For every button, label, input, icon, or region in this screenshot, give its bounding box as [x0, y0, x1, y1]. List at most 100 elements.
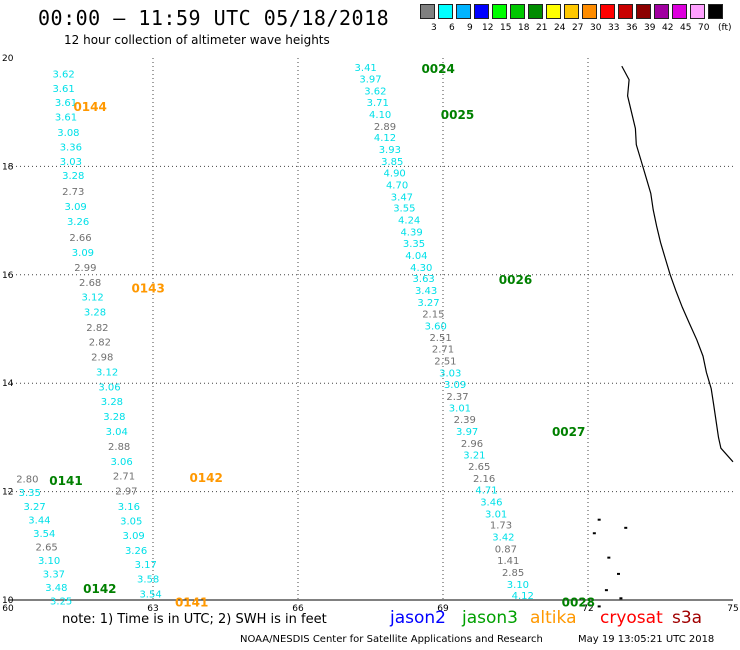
- scale-label: 24: [554, 23, 566, 33]
- wave-height-value: 3.10: [507, 580, 529, 591]
- pass-label: 0141: [175, 596, 208, 610]
- scale-label: 33: [608, 23, 620, 33]
- wave-height-value: 2.85: [502, 568, 524, 579]
- wave-height-value: 4.30: [410, 263, 432, 274]
- wave-height-value: 4.39: [400, 228, 422, 239]
- pass-label: 0144: [73, 100, 106, 114]
- scale-unit: (ft): [718, 23, 732, 33]
- wave-height-value: 3.41: [355, 63, 377, 74]
- scale-label: 30: [590, 23, 602, 33]
- lat-tick-label: 16: [2, 271, 14, 281]
- lat-tick-label: 18: [2, 162, 14, 172]
- wave-height-value: 3.36: [60, 142, 82, 153]
- wave-height-value: 2.97: [115, 487, 137, 498]
- scale-swatch: [654, 4, 669, 19]
- wave-height-value: 4.10: [369, 110, 391, 121]
- pass-label: 0028: [562, 596, 595, 610]
- credit-line: NOAA/NESDIS Center for Satellite Applica…: [240, 634, 543, 645]
- wave-height-value: 3.62: [364, 87, 386, 98]
- wave-height-value: 3.37: [43, 570, 65, 581]
- scale-label: 21: [536, 23, 548, 33]
- wave-height-value: 1.41: [497, 556, 519, 567]
- satellite-s3a: s3a: [672, 608, 703, 628]
- scale-label: 27: [572, 23, 584, 33]
- wave-height-value: 4.12: [512, 591, 534, 602]
- wave-height-value: 3.27: [23, 502, 45, 513]
- scale-label: 9: [467, 23, 473, 33]
- wave-height-value: 0.87: [495, 545, 517, 556]
- lon-tick-label: 75: [727, 604, 738, 614]
- wave-height-value: 2.65: [36, 542, 58, 553]
- coastline: [621, 65, 734, 463]
- lon-tick-label: 63: [147, 604, 158, 614]
- wave-height-value: 3.03: [439, 368, 461, 379]
- scale-label: 6: [449, 23, 455, 33]
- pass-label: 0024: [421, 62, 454, 76]
- scale-label: 36: [626, 23, 638, 33]
- wave-height-value: 3.25: [50, 597, 72, 608]
- wave-height-value: 3.06: [98, 383, 120, 394]
- island: [597, 605, 601, 608]
- pass-label: 0025: [441, 108, 474, 122]
- wave-height-value: 3.58: [137, 574, 159, 585]
- scale-label: 18: [518, 23, 530, 33]
- island: [607, 556, 611, 559]
- wave-height-value: 2.96: [461, 439, 483, 450]
- wave-height-value: 3.60: [425, 321, 447, 332]
- scale-swatch: [492, 4, 507, 19]
- wave-height-value: 2.71: [432, 345, 454, 356]
- wave-height-value: 3.01: [485, 509, 507, 520]
- satellite-altika: altika: [530, 608, 577, 628]
- wave-height-value: 3.04: [106, 427, 128, 438]
- scale-swatch: [528, 4, 543, 19]
- lat-tick-label: 20: [2, 54, 14, 64]
- wave-height-value: 2.37: [446, 392, 468, 403]
- wave-height-value: 3.28: [101, 397, 123, 408]
- wave-height-value: 3.61: [52, 84, 74, 95]
- lon-tick-label: 66: [292, 604, 304, 614]
- wave-height-value: 3.27: [417, 298, 439, 309]
- wave-height-value: 3.06: [110, 457, 132, 468]
- wave-height-value: 3.61: [55, 98, 77, 109]
- scale-swatch: [510, 4, 525, 19]
- wave-height-value: 3.63: [413, 274, 435, 285]
- wave-height-value: 3.54: [139, 590, 161, 601]
- footer-note: note: 1) Time is in UTC; 2) SWH is in fe…: [62, 612, 327, 627]
- scale-swatch: [690, 4, 705, 19]
- map-subtitle: 12 hour collection of altimeter wave hei…: [64, 33, 330, 47]
- scale-label: 12: [482, 23, 494, 33]
- wave-height-value: 3.42: [492, 533, 514, 544]
- scale-swatch: [636, 4, 651, 19]
- wave-height-value: 2.89: [374, 122, 396, 133]
- wave-height-value: 3.62: [52, 69, 74, 80]
- wave-height-value: 2.68: [79, 278, 101, 289]
- wave-height-value: 3.21: [463, 450, 485, 461]
- wave-height-value: 2.65: [468, 462, 490, 473]
- wave-height-value: 4.12: [374, 133, 396, 144]
- wave-height-value: 3.44: [28, 515, 50, 526]
- satellite-jason2: jason2: [390, 608, 446, 628]
- wave-height-value: 1.73: [490, 521, 512, 532]
- scale-swatch: [456, 4, 471, 19]
- wave-height-value: 4.90: [384, 168, 406, 179]
- scale-swatch: [546, 4, 561, 19]
- pass-label: 0143: [131, 281, 164, 295]
- wave-height-value: 3.54: [33, 529, 55, 540]
- wave-height-value: 4.04: [405, 251, 427, 262]
- scale-swatch: [582, 4, 597, 19]
- wave-height-value: 3.61: [55, 113, 77, 124]
- wave-height-value: 3.47: [391, 192, 413, 203]
- scale-label: 15: [500, 23, 512, 33]
- wave-height-value: 3.26: [67, 217, 89, 228]
- scale-label: 70: [698, 23, 710, 33]
- wave-height-value: 3.05: [120, 516, 142, 527]
- generated-timestamp: May 19 13:05:21 UTC 2018: [578, 634, 715, 645]
- scale-swatch: [420, 4, 435, 19]
- lon-tick-label: 72: [582, 604, 593, 614]
- wave-height-value: 3.48: [45, 583, 67, 594]
- wave-height-value: 3.71: [367, 98, 389, 109]
- wave-height-value: 3.28: [84, 308, 106, 319]
- wave-height-value: 3.09: [123, 531, 145, 542]
- wave-height-value: 3.93: [379, 145, 401, 156]
